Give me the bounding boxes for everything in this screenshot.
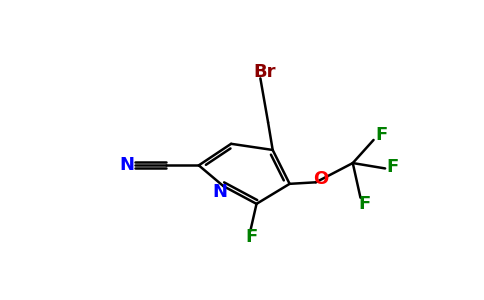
- Text: F: F: [358, 195, 370, 213]
- Text: F: F: [387, 158, 399, 176]
- Text: N: N: [120, 156, 135, 174]
- Text: N: N: [213, 183, 228, 201]
- Text: O: O: [314, 170, 329, 188]
- Text: F: F: [375, 126, 387, 144]
- Text: Br: Br: [253, 63, 275, 81]
- Text: F: F: [245, 228, 257, 246]
